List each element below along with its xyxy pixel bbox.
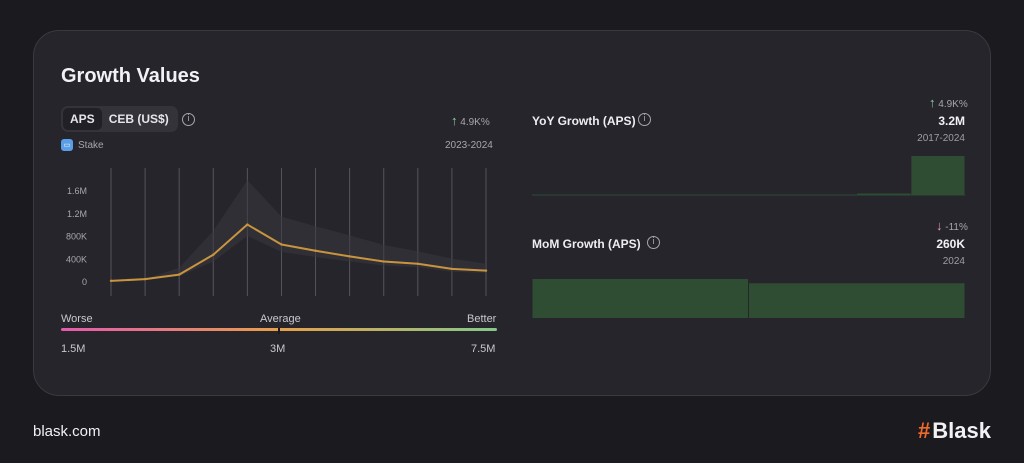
scale-mid: 3M bbox=[270, 343, 286, 355]
yoy-label: YoY Growth (APS) bbox=[532, 114, 636, 128]
yoy-pct-stat: ↑ 4.9K% bbox=[929, 95, 968, 110]
confidence-band bbox=[111, 180, 486, 281]
scale-max: 7.5M bbox=[471, 343, 496, 355]
data-point bbox=[314, 249, 317, 252]
mom-label: MoM Growth (APS) bbox=[532, 237, 641, 251]
hash-logo-icon: # bbox=[918, 418, 931, 443]
legend-label: Stake bbox=[78, 139, 104, 151]
data-point bbox=[246, 223, 249, 226]
yoy-value: 3.2M bbox=[938, 114, 965, 128]
y-tick-label: 1.6M bbox=[67, 186, 87, 196]
blask-logo: # Blask bbox=[918, 418, 991, 444]
card-title: Growth Values bbox=[61, 65, 200, 87]
mom-bar bbox=[532, 279, 748, 318]
data-point bbox=[280, 243, 283, 246]
arrow-down-icon: ↓ bbox=[936, 218, 943, 233]
info-icon[interactable]: i bbox=[647, 236, 660, 249]
scale-marker bbox=[278, 328, 280, 334]
data-point bbox=[348, 255, 351, 258]
legend: ▭ Stake bbox=[61, 139, 104, 151]
data-point bbox=[177, 273, 181, 276]
scale-worse: Worse bbox=[61, 313, 93, 325]
data-point bbox=[450, 267, 454, 271]
y-tick-label: 0 bbox=[82, 277, 87, 287]
yoy-pct: 4.9K% bbox=[938, 99, 968, 110]
yoy-period: 2017-2024 bbox=[917, 133, 965, 144]
data-point bbox=[109, 279, 113, 283]
main-growth-stat: ↑ 4.9K% bbox=[451, 113, 490, 128]
scale-better: Better bbox=[467, 313, 497, 325]
y-tick-label: 800K bbox=[66, 232, 87, 242]
main-growth-pct: 4.9K% bbox=[460, 117, 490, 128]
data-point bbox=[212, 253, 215, 256]
mom-pct: -11% bbox=[945, 222, 968, 233]
growth-values-card: Growth Values APS CEB (US$) i ▭ Stake ↑ … bbox=[33, 30, 991, 396]
scale-min: 1.5M bbox=[61, 343, 86, 355]
toggle-ceb[interactable]: CEB (US$) bbox=[108, 112, 169, 126]
arrow-up-icon: ↑ bbox=[929, 95, 936, 110]
info-icon[interactable]: i bbox=[638, 113, 651, 126]
mom-value: 260K bbox=[936, 237, 965, 251]
metric-toggle: APS CEB (US$) bbox=[61, 106, 178, 132]
yoy-bar bbox=[911, 156, 965, 195]
brand-name: Blask bbox=[932, 418, 991, 443]
stake-logo-icon: ▭ bbox=[61, 139, 73, 151]
data-point bbox=[484, 269, 488, 272]
info-icon[interactable]: i bbox=[182, 113, 195, 126]
mom-pct-stat: ↓ -11% bbox=[936, 218, 968, 233]
series-line bbox=[110, 223, 487, 282]
main-period: 2023-2024 bbox=[445, 140, 493, 151]
y-tick-label: 1.2M bbox=[67, 209, 87, 219]
data-point bbox=[382, 260, 385, 263]
mom-bar bbox=[749, 283, 965, 318]
y-tick-label: 400K bbox=[66, 254, 87, 264]
toggle-aps[interactable]: APS bbox=[63, 108, 102, 130]
mom-period: 2024 bbox=[942, 256, 965, 267]
data-point bbox=[416, 262, 420, 265]
yoy-bar bbox=[857, 193, 911, 195]
site-link[interactable]: blask.com bbox=[33, 423, 101, 440]
scale-average: Average bbox=[260, 313, 301, 325]
arrow-up-icon: ↑ bbox=[451, 113, 458, 128]
data-point bbox=[143, 277, 147, 281]
